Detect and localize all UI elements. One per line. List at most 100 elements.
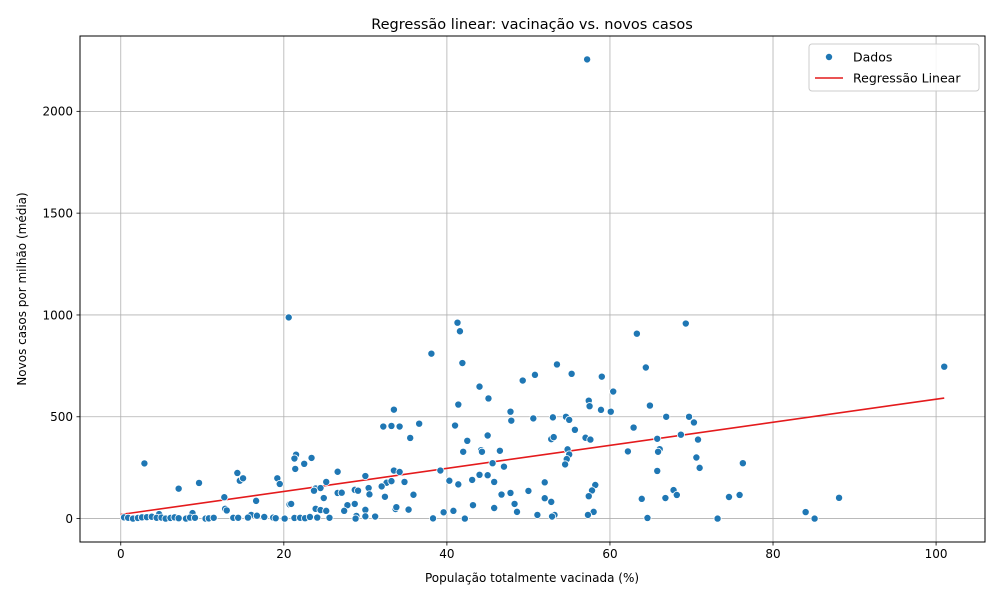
data-point <box>547 497 556 506</box>
data-point <box>468 475 477 484</box>
data-point <box>475 470 484 479</box>
data-point <box>271 514 280 523</box>
y-tick-label: 1500 <box>42 206 73 220</box>
data-point <box>940 362 949 371</box>
data-point <box>540 494 549 503</box>
data-point <box>361 512 370 521</box>
data-point <box>583 55 592 64</box>
data-point <box>459 447 468 456</box>
data-point <box>506 488 515 497</box>
data-point <box>661 494 670 503</box>
data-point <box>404 505 413 514</box>
data-point <box>695 463 704 472</box>
data-point <box>497 490 506 499</box>
data-point <box>174 514 183 523</box>
legend-box <box>808 43 980 92</box>
data-point <box>529 414 538 423</box>
plot-frame <box>79 35 986 543</box>
data-point <box>484 394 493 403</box>
data-point <box>495 446 504 455</box>
data-point <box>322 506 331 515</box>
data-point <box>284 313 293 322</box>
data-point <box>209 513 218 522</box>
data-point <box>694 435 703 444</box>
data-point <box>552 360 561 369</box>
data-point <box>195 478 204 487</box>
data-point <box>738 459 747 468</box>
data-point <box>609 387 618 396</box>
data-point <box>483 431 492 440</box>
data-point <box>570 425 579 434</box>
data-point <box>641 363 650 372</box>
data-point <box>676 430 685 439</box>
data-point <box>379 422 388 431</box>
y-axis-ticks: 0 500 1000 1500 2000 <box>42 105 80 526</box>
chart-title: Regressão linear: vacinação vs. novos ca… <box>371 17 693 33</box>
data-point <box>454 480 463 489</box>
y-axis-label: Novos casos por milhão (média) <box>15 192 29 385</box>
data-point <box>584 492 593 501</box>
data-point <box>637 494 646 503</box>
data-point <box>597 372 606 381</box>
x-tick-label: 0 <box>117 547 125 561</box>
data-point <box>415 419 424 428</box>
data-point <box>305 512 314 521</box>
data-point <box>549 433 558 442</box>
regression-line <box>120 397 945 516</box>
data-point <box>681 319 690 328</box>
data-point <box>645 401 654 410</box>
data-point <box>499 462 508 471</box>
data-point <box>468 501 477 510</box>
data-point <box>463 436 472 445</box>
data-point <box>140 459 149 468</box>
data-point <box>689 418 698 427</box>
data-point <box>548 413 557 422</box>
data-point <box>561 460 570 469</box>
data-point <box>460 514 469 523</box>
data-point <box>316 484 325 493</box>
data-point <box>583 510 592 519</box>
y-tick-label: 500 <box>50 410 73 424</box>
data-point <box>387 477 396 486</box>
y-tick-label: 2000 <box>42 105 73 119</box>
data-point <box>409 490 418 499</box>
data-point <box>477 447 486 456</box>
data-point <box>406 433 415 442</box>
data-point <box>530 370 539 379</box>
data-point <box>835 493 844 502</box>
data-point <box>810 514 819 523</box>
data-point <box>513 507 522 516</box>
data-point <box>506 407 515 416</box>
x-tick-label: 60 <box>602 547 617 561</box>
x-tick-label: 40 <box>439 547 454 561</box>
data-point <box>361 472 370 481</box>
data-point <box>252 496 261 505</box>
data-point <box>653 434 662 443</box>
data-point <box>445 476 454 485</box>
data-point <box>436 466 445 475</box>
data-point <box>387 421 396 430</box>
data-point <box>629 423 638 432</box>
data-point <box>801 508 810 517</box>
data-point <box>475 382 484 391</box>
data-point <box>540 478 549 487</box>
data-point <box>623 447 632 456</box>
y-tick-label: 0 <box>65 512 73 526</box>
data-point <box>632 329 641 338</box>
data-point <box>233 468 242 477</box>
x-tick-label: 100 <box>925 547 948 561</box>
legend-marker-dados <box>825 53 834 62</box>
data-point <box>453 318 462 327</box>
data-point <box>483 471 492 480</box>
data-point <box>685 412 694 421</box>
y-tick-label: 1000 <box>42 308 73 322</box>
data-point <box>400 477 409 486</box>
data-point <box>507 416 516 425</box>
regression-layer <box>120 397 945 516</box>
data-point <box>490 477 499 486</box>
data-point <box>488 459 497 468</box>
data-point <box>735 490 744 499</box>
data-point <box>377 482 386 491</box>
